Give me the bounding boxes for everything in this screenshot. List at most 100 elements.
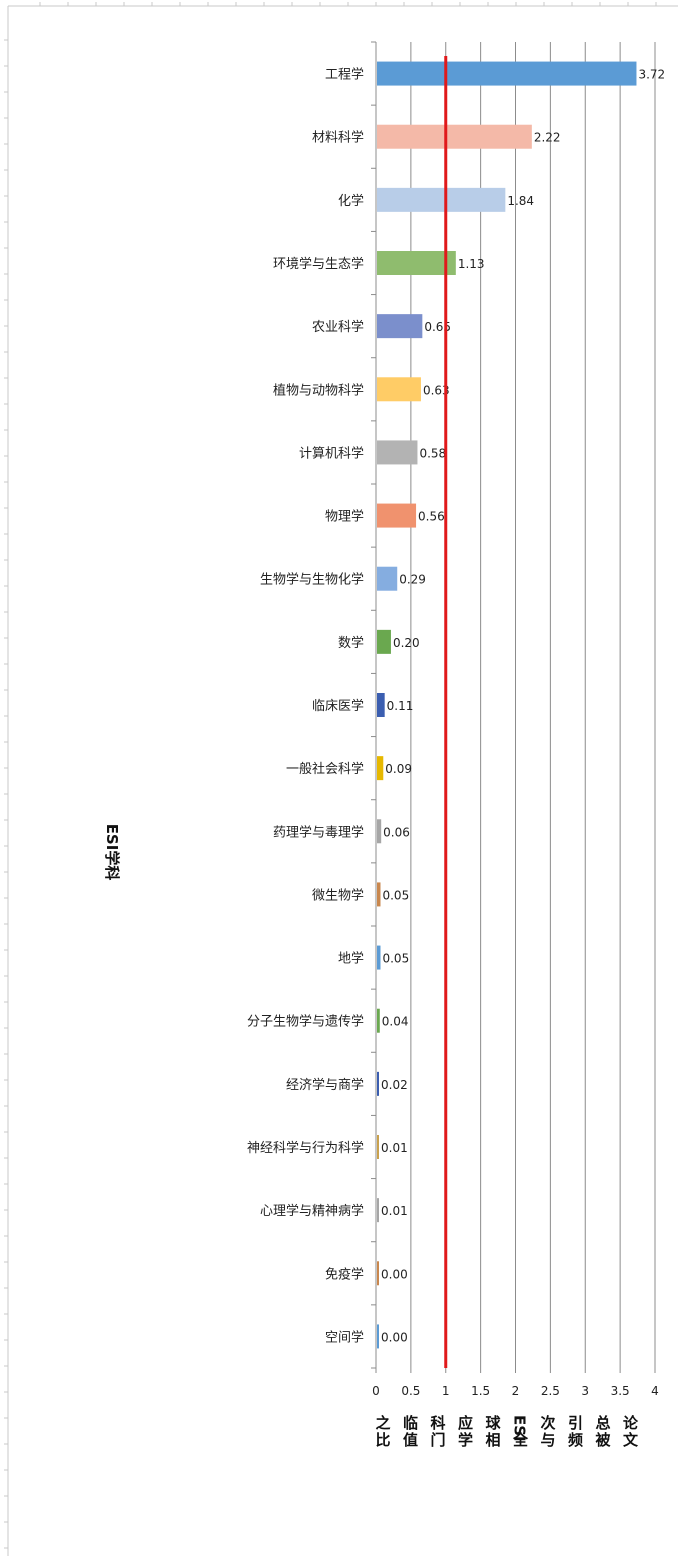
data-label: 3.72 <box>638 68 665 82</box>
x-axis-title-column: 临值 <box>403 1414 418 1449</box>
category-label: 农业科学 <box>312 319 364 335</box>
bar <box>377 882 381 907</box>
x-axis-title-column: 应学 <box>458 1414 473 1449</box>
bar <box>377 566 398 591</box>
y-axis-title-group: ESI学科 <box>103 824 121 881</box>
x-axis-title-column: 之比 <box>375 1414 390 1449</box>
data-label: 0.00 <box>381 1267 408 1281</box>
bar <box>377 377 421 402</box>
x-axis-title-char: 学 <box>458 1431 473 1449</box>
bar <box>377 251 456 275</box>
bar <box>377 1135 379 1159</box>
gridlines <box>371 41 656 1373</box>
x-axis-title-char: 球 <box>485 1414 501 1432</box>
x-tick-label: 2.5 <box>541 1384 560 1398</box>
x-tick-label: 0 <box>372 1384 380 1398</box>
data-label: 0.63 <box>423 383 450 397</box>
category-label: 一般社会科学 <box>286 761 364 777</box>
x-tick-labels: 0 0.5 1 1.5 2 2.5 3 3.5 4 <box>372 1384 659 1398</box>
x-axis-title-segment: ESI <box>511 1415 529 1442</box>
x-axis-title-char: 相 <box>485 1431 500 1449</box>
data-label: 1.84 <box>507 194 534 208</box>
x-tick-label: 2 <box>512 1384 520 1398</box>
bar <box>377 756 384 781</box>
category-label: 材料科学 <box>312 130 364 146</box>
bar <box>377 1071 379 1096</box>
data-label: 0.29 <box>399 573 426 587</box>
x-axis-title-char: 比 <box>375 1431 390 1449</box>
bar <box>377 1008 380 1033</box>
data-label: 0.01 <box>381 1204 408 1218</box>
bar <box>377 314 423 339</box>
x-tick-label: 1 <box>442 1384 450 1398</box>
bar <box>377 1261 379 1286</box>
x-axis-title-char: 门 <box>430 1431 445 1449</box>
category-label: 药理学与毒理学 <box>273 824 364 840</box>
x-axis-title-char: 全 <box>512 1431 529 1449</box>
x-axis-title-char: 频 <box>568 1431 583 1449</box>
bar <box>377 945 381 970</box>
bars <box>377 61 637 1349</box>
data-label: 1.13 <box>458 257 485 271</box>
category-label: 计算机科学 <box>299 445 364 461</box>
x-axis-title-char: 引 <box>568 1414 583 1432</box>
category-label: 经济学与商学 <box>286 1077 364 1093</box>
category-label: 化学 <box>338 193 364 209</box>
data-label: 0.04 <box>382 1015 409 1029</box>
x-tick-label: 4 <box>651 1384 659 1398</box>
category-label: 环境学与生态学 <box>273 256 364 272</box>
x-axis-title-column: 科门 <box>430 1414 445 1449</box>
category-label: 空间学 <box>325 1329 364 1345</box>
bar <box>377 440 418 465</box>
bar <box>377 61 637 86</box>
bar <box>377 124 532 149</box>
category-label: 临床医学 <box>312 698 364 714</box>
x-tick-label: 3 <box>581 1384 589 1398</box>
data-label: 2.22 <box>534 131 561 145</box>
category-label: 生物学与生物化学 <box>260 572 364 588</box>
bar <box>377 1198 379 1223</box>
x-axis-title-char: 文 <box>623 1431 639 1449</box>
x-axis-title-char: 与 <box>540 1431 555 1449</box>
category-label: 数学 <box>338 635 364 651</box>
data-label: 0.58 <box>419 446 446 460</box>
category-label: 工程学 <box>325 67 364 83</box>
x-tick-label: 0.5 <box>401 1384 420 1398</box>
data-label: 0.02 <box>381 1078 408 1092</box>
data-label: 0.11 <box>387 699 414 713</box>
data-label: 0.56 <box>418 510 445 524</box>
data-label: 0.05 <box>382 888 409 902</box>
bar <box>377 503 417 528</box>
x-axis-title-char: 论 <box>623 1414 639 1432</box>
x-axis-title-column: 球相 <box>485 1414 501 1449</box>
x-axis-title-char: 次 <box>540 1414 555 1432</box>
x-axis-title-column: 次与 <box>540 1414 555 1449</box>
data-label: 0.01 <box>381 1141 408 1155</box>
chart-frame <box>4 2 678 1556</box>
bar <box>377 187 506 212</box>
x-tick-label: 1.5 <box>471 1384 490 1398</box>
category-label: 心理学与精神病学 <box>260 1203 364 1219</box>
data-label: 0.20 <box>393 636 420 650</box>
x-axis-title-column: 引频 <box>568 1414 583 1449</box>
x-axis-title-char: 被 <box>595 1431 611 1449</box>
data-label: 0.05 <box>382 952 409 966</box>
x-axis-title-char: 值 <box>403 1431 418 1449</box>
bar <box>377 693 385 717</box>
x-axis-title-char: 总 <box>595 1414 610 1432</box>
category-label: 植物与动物科学 <box>273 382 364 398</box>
data-label: 0.00 <box>381 1330 408 1344</box>
x-axis-title-column: 总被 <box>595 1414 611 1449</box>
x-axis-title-char: 临 <box>403 1414 418 1432</box>
x-axis-title-char: 之 <box>375 1414 390 1432</box>
data-label: 0.09 <box>385 762 412 776</box>
bar <box>377 819 382 844</box>
bar <box>377 1324 379 1349</box>
category-label: 地学 <box>338 951 364 967</box>
x-axis-title-column: 论文 <box>623 1414 639 1449</box>
x-tick-label: 3.5 <box>611 1384 630 1398</box>
category-labels: 工程学材料科学化学环境学与生态学农业科学植物与动物科学计算机科学物理学生物学与生… <box>247 67 364 1346</box>
data-label: 0.06 <box>383 825 410 839</box>
